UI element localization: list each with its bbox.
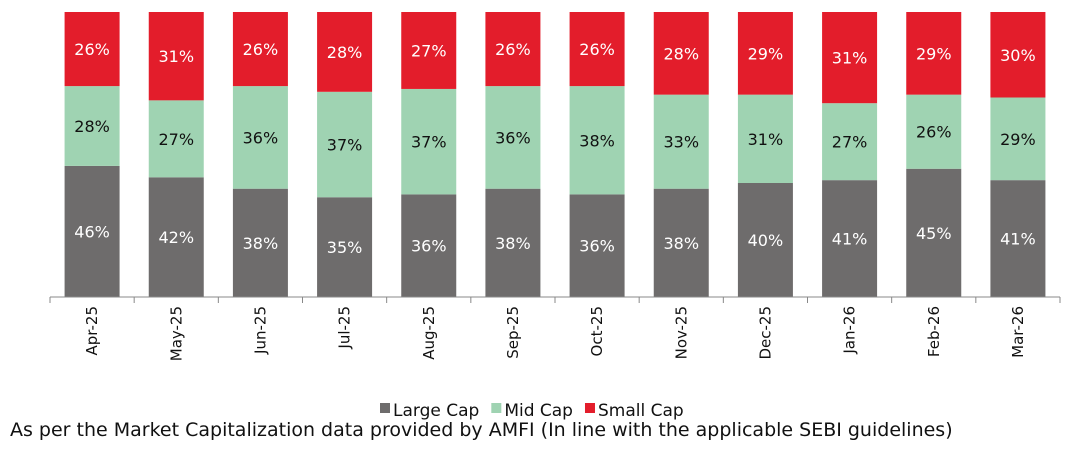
bar-small-cap: [64, 12, 120, 87]
bar-mid-cap: [317, 91, 373, 198]
data-label: 38%: [495, 234, 531, 253]
data-label: 26%: [243, 40, 279, 59]
x-tick-label: Dec-25: [756, 306, 774, 360]
data-label: 26%: [74, 40, 110, 59]
x-tick-label: Feb-26: [925, 306, 943, 357]
bar-large-cap: [653, 188, 709, 297]
bar-small-cap: [906, 12, 962, 95]
bar-large-cap: [148, 177, 204, 297]
bar-small-cap: [232, 12, 288, 87]
data-label: 41%: [832, 230, 868, 249]
legend-swatch: [380, 403, 390, 413]
bar-large-cap: [737, 183, 793, 297]
legend-label: Small Cap: [598, 401, 684, 421]
x-tick-label: Mar-26: [1009, 306, 1027, 358]
data-label: 31%: [832, 49, 868, 68]
x-tick-label: Sep-25: [504, 306, 522, 359]
data-label: 29%: [1000, 130, 1036, 149]
bar-mid-cap: [569, 86, 625, 195]
bar-large-cap: [401, 194, 457, 297]
x-tick-label: Jun-25: [251, 306, 269, 355]
data-label: 45%: [916, 224, 952, 243]
bar-large-cap: [232, 188, 288, 297]
legend-swatch: [491, 403, 502, 413]
data-label: 26%: [916, 123, 952, 142]
bar-mid-cap: [148, 100, 204, 178]
data-label: 37%: [327, 136, 363, 155]
data-label: 35%: [327, 238, 363, 257]
data-label: 36%: [579, 237, 615, 256]
legend-label: Mid Cap: [504, 401, 573, 421]
data-label: 28%: [663, 44, 699, 63]
x-tick-label: May-25: [167, 306, 185, 361]
chart-caption: As per the Market Capitalization data pr…: [10, 419, 953, 441]
bar-large-cap: [64, 165, 120, 297]
bar-mid-cap: [64, 86, 120, 166]
data-label: 27%: [411, 41, 447, 60]
x-tick-label: Aug-25: [420, 306, 438, 360]
bar-small-cap: [653, 12, 709, 95]
data-label: 46%: [74, 222, 110, 241]
data-label: 31%: [158, 47, 194, 66]
bar-mid-cap: [232, 86, 288, 189]
bar-large-cap: [569, 194, 625, 297]
bar-small-cap: [569, 12, 625, 87]
bar-small-cap: [317, 12, 373, 92]
x-tick-label: Oct-25: [588, 306, 606, 356]
bar-small-cap: [990, 12, 1046, 98]
data-label: 26%: [495, 40, 531, 59]
bar-small-cap: [148, 12, 204, 101]
bar-mid-cap: [737, 94, 793, 183]
bar-large-cap: [485, 188, 541, 297]
data-label: 38%: [579, 131, 615, 150]
data-label: 27%: [832, 133, 868, 152]
data-label: 36%: [243, 128, 279, 147]
data-label: 29%: [916, 44, 952, 63]
data-label: 28%: [74, 117, 110, 136]
bar-mid-cap: [485, 86, 541, 189]
data-label: 33%: [663, 133, 699, 152]
bar-mid-cap: [653, 94, 709, 189]
data-label: 38%: [243, 234, 279, 253]
bar-large-cap: [906, 168, 962, 297]
x-tick-label: Apr-25: [83, 306, 101, 356]
data-label: 29%: [748, 44, 784, 63]
bar-large-cap: [822, 180, 878, 297]
bar-large-cap: [990, 180, 1046, 297]
bar-small-cap: [822, 12, 878, 104]
bar-mid-cap: [401, 88, 457, 195]
data-label: 40%: [748, 231, 784, 250]
bar-small-cap: [485, 12, 541, 87]
data-label: 27%: [158, 130, 194, 149]
x-tick-label: Jul-25: [336, 306, 354, 350]
data-label: 38%: [663, 234, 699, 253]
data-label: 37%: [411, 133, 447, 152]
x-tick-label: Nov-25: [672, 306, 690, 359]
data-label: 36%: [495, 128, 531, 147]
legend-label: Large Cap: [393, 401, 479, 421]
data-label: 42%: [158, 228, 194, 247]
data-label: 26%: [579, 40, 615, 59]
data-label: 30%: [1000, 46, 1036, 65]
data-label: 28%: [327, 43, 363, 62]
bar-mid-cap: [990, 97, 1046, 181]
bar-small-cap: [737, 12, 793, 95]
data-label: 31%: [748, 130, 784, 149]
bar-large-cap: [317, 197, 373, 297]
bar-mid-cap: [822, 103, 878, 181]
bar-mid-cap: [906, 94, 962, 169]
data-label: 41%: [1000, 230, 1036, 249]
bar-small-cap: [401, 12, 457, 89]
x-tick-label: Jan-26: [841, 306, 859, 355]
legend-swatch: [584, 403, 595, 413]
data-label: 36%: [411, 237, 447, 256]
